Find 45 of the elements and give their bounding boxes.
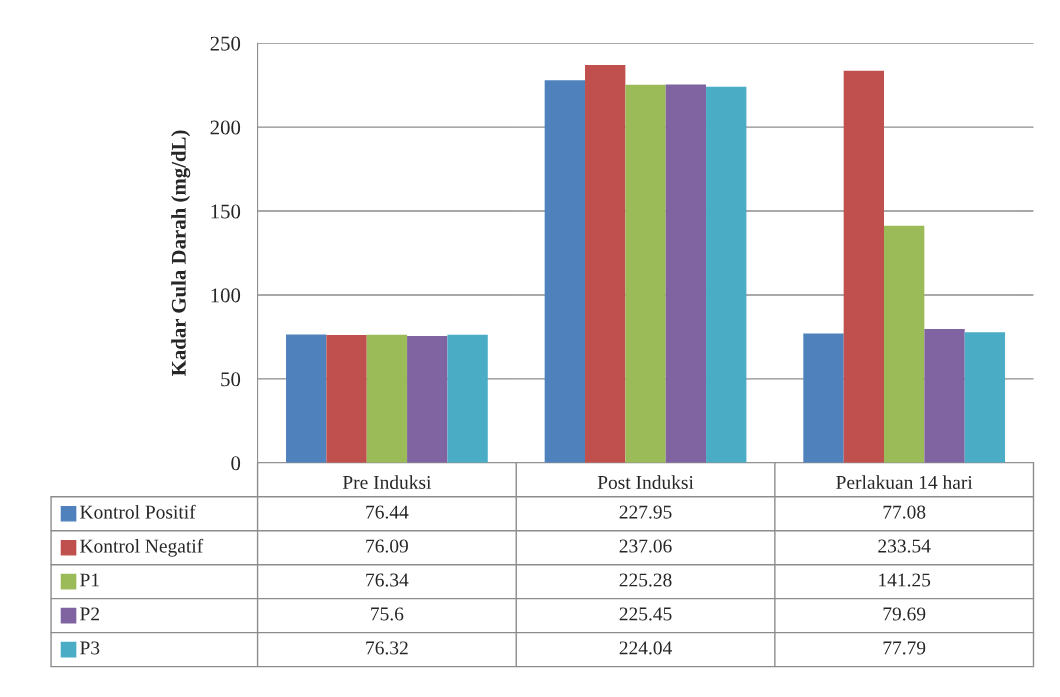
bar — [366, 334, 408, 463]
y-axis-title: Kadar Gula Darah (mg/dL) — [171, 130, 191, 377]
y-tick-label: 100 — [211, 288, 241, 303]
legend-label: Kontrol Positif — [80, 504, 196, 519]
data-label: 76.32 — [366, 641, 408, 655]
data-label: 237.06 — [619, 539, 672, 553]
bar — [447, 334, 488, 463]
bar — [884, 225, 925, 463]
data-label: 77.79 — [883, 641, 926, 655]
data-label: 76.09 — [366, 539, 408, 553]
data-label: 77.08 — [883, 505, 926, 519]
bar — [964, 332, 1006, 463]
bar — [286, 334, 327, 463]
bar — [665, 84, 707, 463]
data-label: 76.34 — [366, 573, 409, 587]
data-label: 76.44 — [366, 505, 409, 519]
data-label: 79.69 — [883, 607, 926, 621]
bar — [924, 329, 965, 463]
y-tick-label: 150 — [211, 204, 241, 219]
data-label: 225.45 — [619, 607, 672, 621]
data-label: 227.95 — [619, 505, 672, 519]
data-label: 224.04 — [619, 641, 672, 655]
bar — [803, 333, 844, 463]
x-tick-label: Pre Induksi — [342, 475, 432, 489]
legend-label: P2 — [80, 607, 99, 621]
data-label: 75.6 — [371, 607, 404, 621]
bar — [544, 80, 586, 463]
bar — [706, 86, 747, 463]
bar — [407, 335, 448, 463]
legend-label: Kontrol Negatif — [80, 538, 204, 557]
bar — [585, 64, 626, 463]
y-tick-label: 50 — [221, 372, 241, 387]
bar — [625, 84, 666, 463]
legend-label: P3 — [80, 641, 100, 655]
x-tick-label: Perlakuan 14 hari — [836, 475, 973, 489]
x-tick-label: Post Induksi — [597, 475, 694, 489]
data-label: 141.25 — [879, 573, 931, 587]
data-label: 233.54 — [878, 539, 931, 553]
legend-label: P1 — [80, 573, 99, 587]
y-tick-label: 0 — [231, 456, 241, 471]
y-tick-label: 250 — [210, 36, 241, 51]
bar — [326, 335, 367, 463]
bar — [843, 70, 885, 463]
data-label: 225.28 — [619, 573, 672, 587]
y-tick-label: 200 — [210, 120, 241, 135]
